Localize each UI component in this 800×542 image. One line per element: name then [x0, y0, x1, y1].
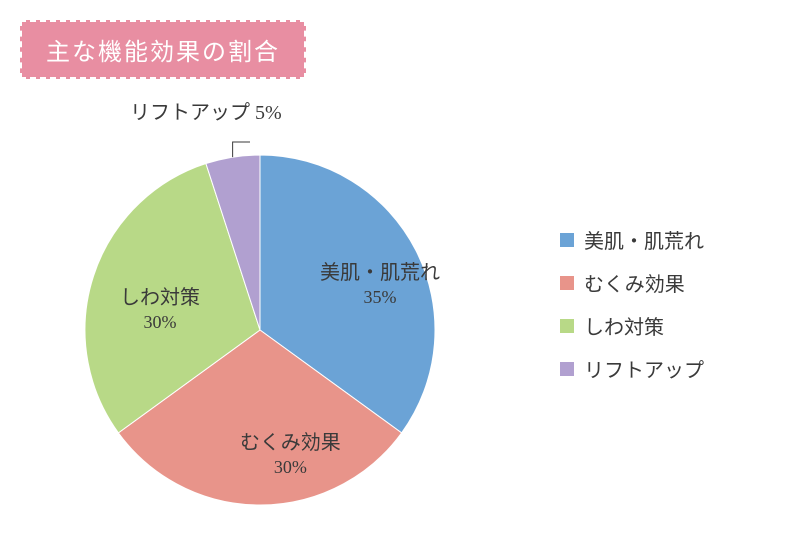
slice-pct-3: 5%	[255, 102, 282, 124]
legend-swatch-2	[560, 319, 574, 333]
legend-item-3: リフトアップ	[560, 354, 704, 383]
legend: 美肌・肌荒れ むくみ効果 しわ対策 リフトアップ	[560, 225, 704, 397]
legend-label-2: しわ対策	[584, 311, 664, 340]
legend-label-1: むくみ効果	[584, 268, 685, 297]
legend-label-3: リフトアップ	[584, 354, 704, 383]
legend-swatch-0	[560, 233, 574, 247]
legend-swatch-1	[560, 276, 574, 290]
legend-item-1: むくみ効果	[560, 268, 704, 297]
pie-svg	[50, 130, 470, 530]
legend-swatch-3	[560, 362, 574, 376]
legend-label-0: 美肌・肌荒れ	[584, 225, 704, 254]
callout-label-3: リフトアップ 5%	[130, 100, 282, 126]
legend-item-2: しわ対策	[560, 311, 704, 340]
title-badge: 主な機能効果の割合	[20, 20, 306, 79]
pie-chart: 美肌・肌荒れ 35% むくみ効果 30% しわ対策 30% リフトアップ 5%	[50, 110, 470, 530]
slice-name-3: リフトアップ	[130, 102, 250, 124]
legend-item-0: 美肌・肌荒れ	[560, 225, 704, 254]
